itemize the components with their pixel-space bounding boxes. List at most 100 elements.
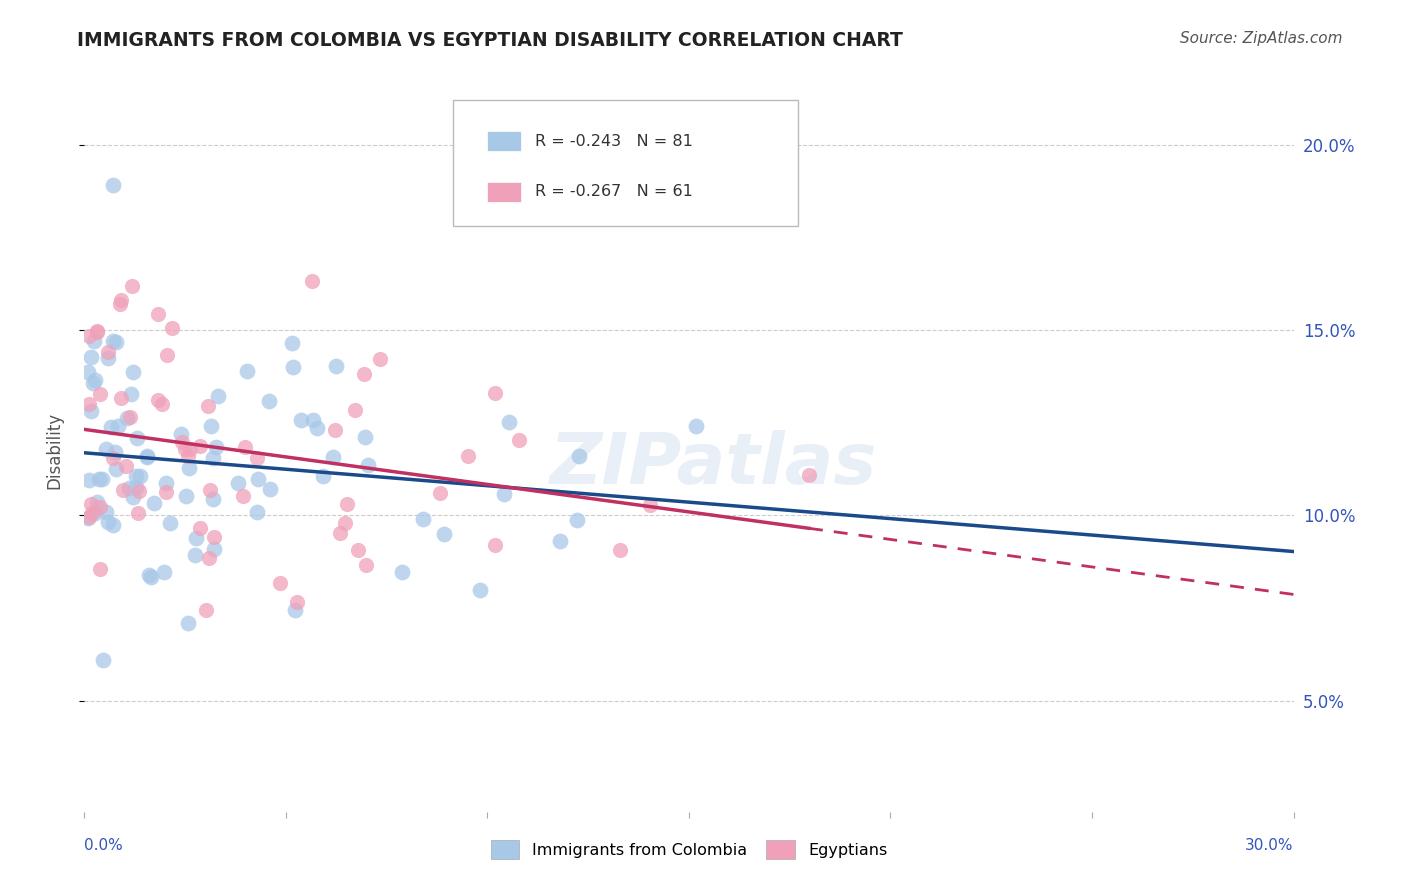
Point <box>128 484 150 499</box>
Point <box>138 568 160 582</box>
Point <box>115 411 138 425</box>
Point <box>84 373 107 387</box>
Point <box>174 489 197 503</box>
Point <box>94 505 117 519</box>
Point <box>100 419 122 434</box>
Point <box>200 419 222 434</box>
Point <box>87 472 110 486</box>
Point <box>104 445 127 459</box>
Point <box>640 498 662 512</box>
Point <box>333 516 356 530</box>
Text: 0.0%: 0.0% <box>84 838 124 853</box>
Point <box>104 462 127 476</box>
Point <box>246 505 269 519</box>
Point <box>201 451 224 466</box>
Text: ZIPatlas: ZIPatlas <box>550 431 877 500</box>
Point <box>139 569 162 583</box>
Point <box>122 490 145 504</box>
Point <box>322 450 344 464</box>
Point <box>484 386 506 401</box>
Point <box>112 483 135 497</box>
Point <box>246 450 269 465</box>
Point <box>89 561 111 575</box>
Point <box>142 496 165 510</box>
Point <box>336 497 359 511</box>
Point <box>207 389 229 403</box>
Point <box>287 594 309 608</box>
Point <box>127 506 149 520</box>
Point <box>79 328 101 343</box>
Point <box>344 402 367 417</box>
Text: IMMIGRANTS FROM COLOMBIA VS EGYPTIAN DISABILITY CORRELATION CHART: IMMIGRANTS FROM COLOMBIA VS EGYPTIAN DIS… <box>77 31 903 50</box>
Point <box>80 351 103 365</box>
Point <box>118 409 141 424</box>
Point <box>124 468 146 483</box>
Point <box>356 558 378 573</box>
Point <box>202 530 225 544</box>
Point <box>128 469 150 483</box>
Point <box>368 351 391 366</box>
Point <box>110 391 132 405</box>
Point <box>797 468 820 483</box>
Point <box>484 538 506 552</box>
Point <box>323 423 346 437</box>
Point <box>302 412 325 426</box>
Point <box>325 359 347 373</box>
Point <box>104 335 127 350</box>
Point <box>80 497 103 511</box>
Point <box>508 434 530 448</box>
Point <box>685 419 707 434</box>
Point <box>236 363 259 377</box>
Point <box>284 603 307 617</box>
Point <box>568 449 591 463</box>
Point <box>82 376 104 390</box>
Point <box>122 366 145 380</box>
Point <box>125 432 148 446</box>
FancyBboxPatch shape <box>486 182 520 202</box>
Point <box>146 307 169 321</box>
Point <box>89 387 111 401</box>
Point <box>202 491 225 506</box>
Point <box>353 367 375 381</box>
Point <box>269 575 291 590</box>
Point <box>179 442 201 457</box>
Point <box>202 541 225 556</box>
Point <box>357 458 380 473</box>
Point <box>86 324 108 338</box>
Point <box>86 495 108 509</box>
Point <box>184 532 207 546</box>
Point <box>124 480 146 494</box>
Point <box>565 513 588 527</box>
Point <box>97 516 120 530</box>
Text: 30.0%: 30.0% <box>1246 838 1294 853</box>
Point <box>492 487 515 501</box>
Point <box>233 440 256 454</box>
Point <box>97 345 120 359</box>
Point <box>108 297 131 311</box>
Point <box>77 510 100 524</box>
Point <box>226 476 249 491</box>
Point <box>91 653 114 667</box>
Point <box>247 472 270 486</box>
Point <box>170 434 193 449</box>
Point <box>170 427 193 442</box>
Point <box>259 482 281 496</box>
Point <box>101 517 124 532</box>
Point <box>101 450 124 465</box>
Point <box>135 450 157 465</box>
Point <box>79 473 101 487</box>
Point <box>301 274 323 288</box>
Point <box>194 602 217 616</box>
Point <box>97 351 120 365</box>
Point <box>354 430 377 444</box>
Point <box>115 459 138 474</box>
Point <box>391 565 413 579</box>
Point <box>188 521 211 535</box>
Point <box>94 442 117 457</box>
FancyBboxPatch shape <box>486 131 520 152</box>
Point <box>83 334 105 348</box>
Point <box>77 364 100 378</box>
Point <box>184 548 207 562</box>
Point <box>205 440 228 454</box>
Point <box>498 415 520 429</box>
